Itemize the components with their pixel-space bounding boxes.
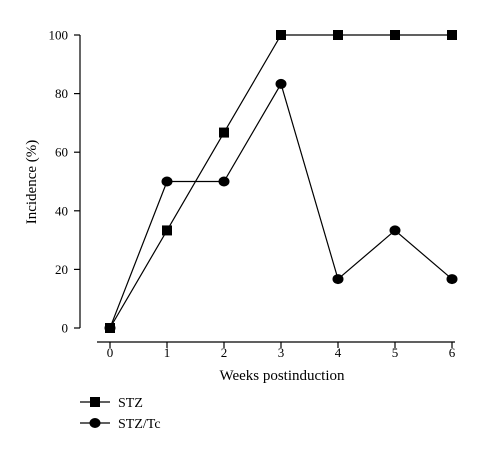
x-ticks: 0 1 2 3 4 5 6 (107, 342, 456, 360)
legend-item: STZ (80, 396, 143, 411)
data-point (275, 78, 287, 89)
data-point (446, 274, 458, 285)
x-tick-label: 4 (335, 345, 342, 360)
x-tick-label: 1 (164, 345, 171, 360)
legend: STZ STZ/Tc (80, 396, 161, 432)
x-tick-label: 6 (449, 345, 456, 360)
y-tick-label: 40 (55, 203, 68, 218)
legend-label: STZ/Tc (118, 417, 161, 432)
data-point (389, 225, 401, 236)
x-tick-label: 5 (392, 345, 399, 360)
data-point (162, 225, 172, 236)
data-point (161, 176, 173, 187)
chart-axes (79, 35, 455, 343)
data-point (219, 127, 229, 138)
data-point (447, 30, 457, 40)
y-tick-label: 0 (62, 321, 69, 336)
x-tick-label: 3 (278, 345, 285, 360)
legend-marker (89, 418, 101, 428)
data-point (333, 30, 343, 40)
series-stz-tc (104, 78, 458, 333)
series-stz (105, 30, 457, 333)
y-tick-label: 100 (49, 28, 69, 43)
y-tick-label: 20 (55, 262, 68, 277)
data-point (218, 176, 230, 187)
data-point (104, 323, 116, 333)
y-ticks: 0 20 40 60 80 100 (49, 28, 80, 336)
data-point (332, 274, 344, 285)
legend-item: STZ/Tc (80, 417, 161, 432)
x-tick-label: 0 (107, 345, 114, 360)
series-line (109, 82, 453, 329)
y-tick-label: 60 (55, 145, 68, 160)
data-point (390, 30, 400, 40)
legend-marker (90, 397, 100, 407)
x-axis-title: Weeks postinduction (219, 368, 345, 384)
legend-label: STZ (118, 396, 143, 411)
x-tick-label: 2 (221, 345, 228, 360)
y-tick-label: 80 (55, 86, 68, 101)
series-layer (104, 30, 458, 333)
y-axis-title: Incidence (%) (24, 140, 40, 225)
data-point (276, 30, 286, 40)
